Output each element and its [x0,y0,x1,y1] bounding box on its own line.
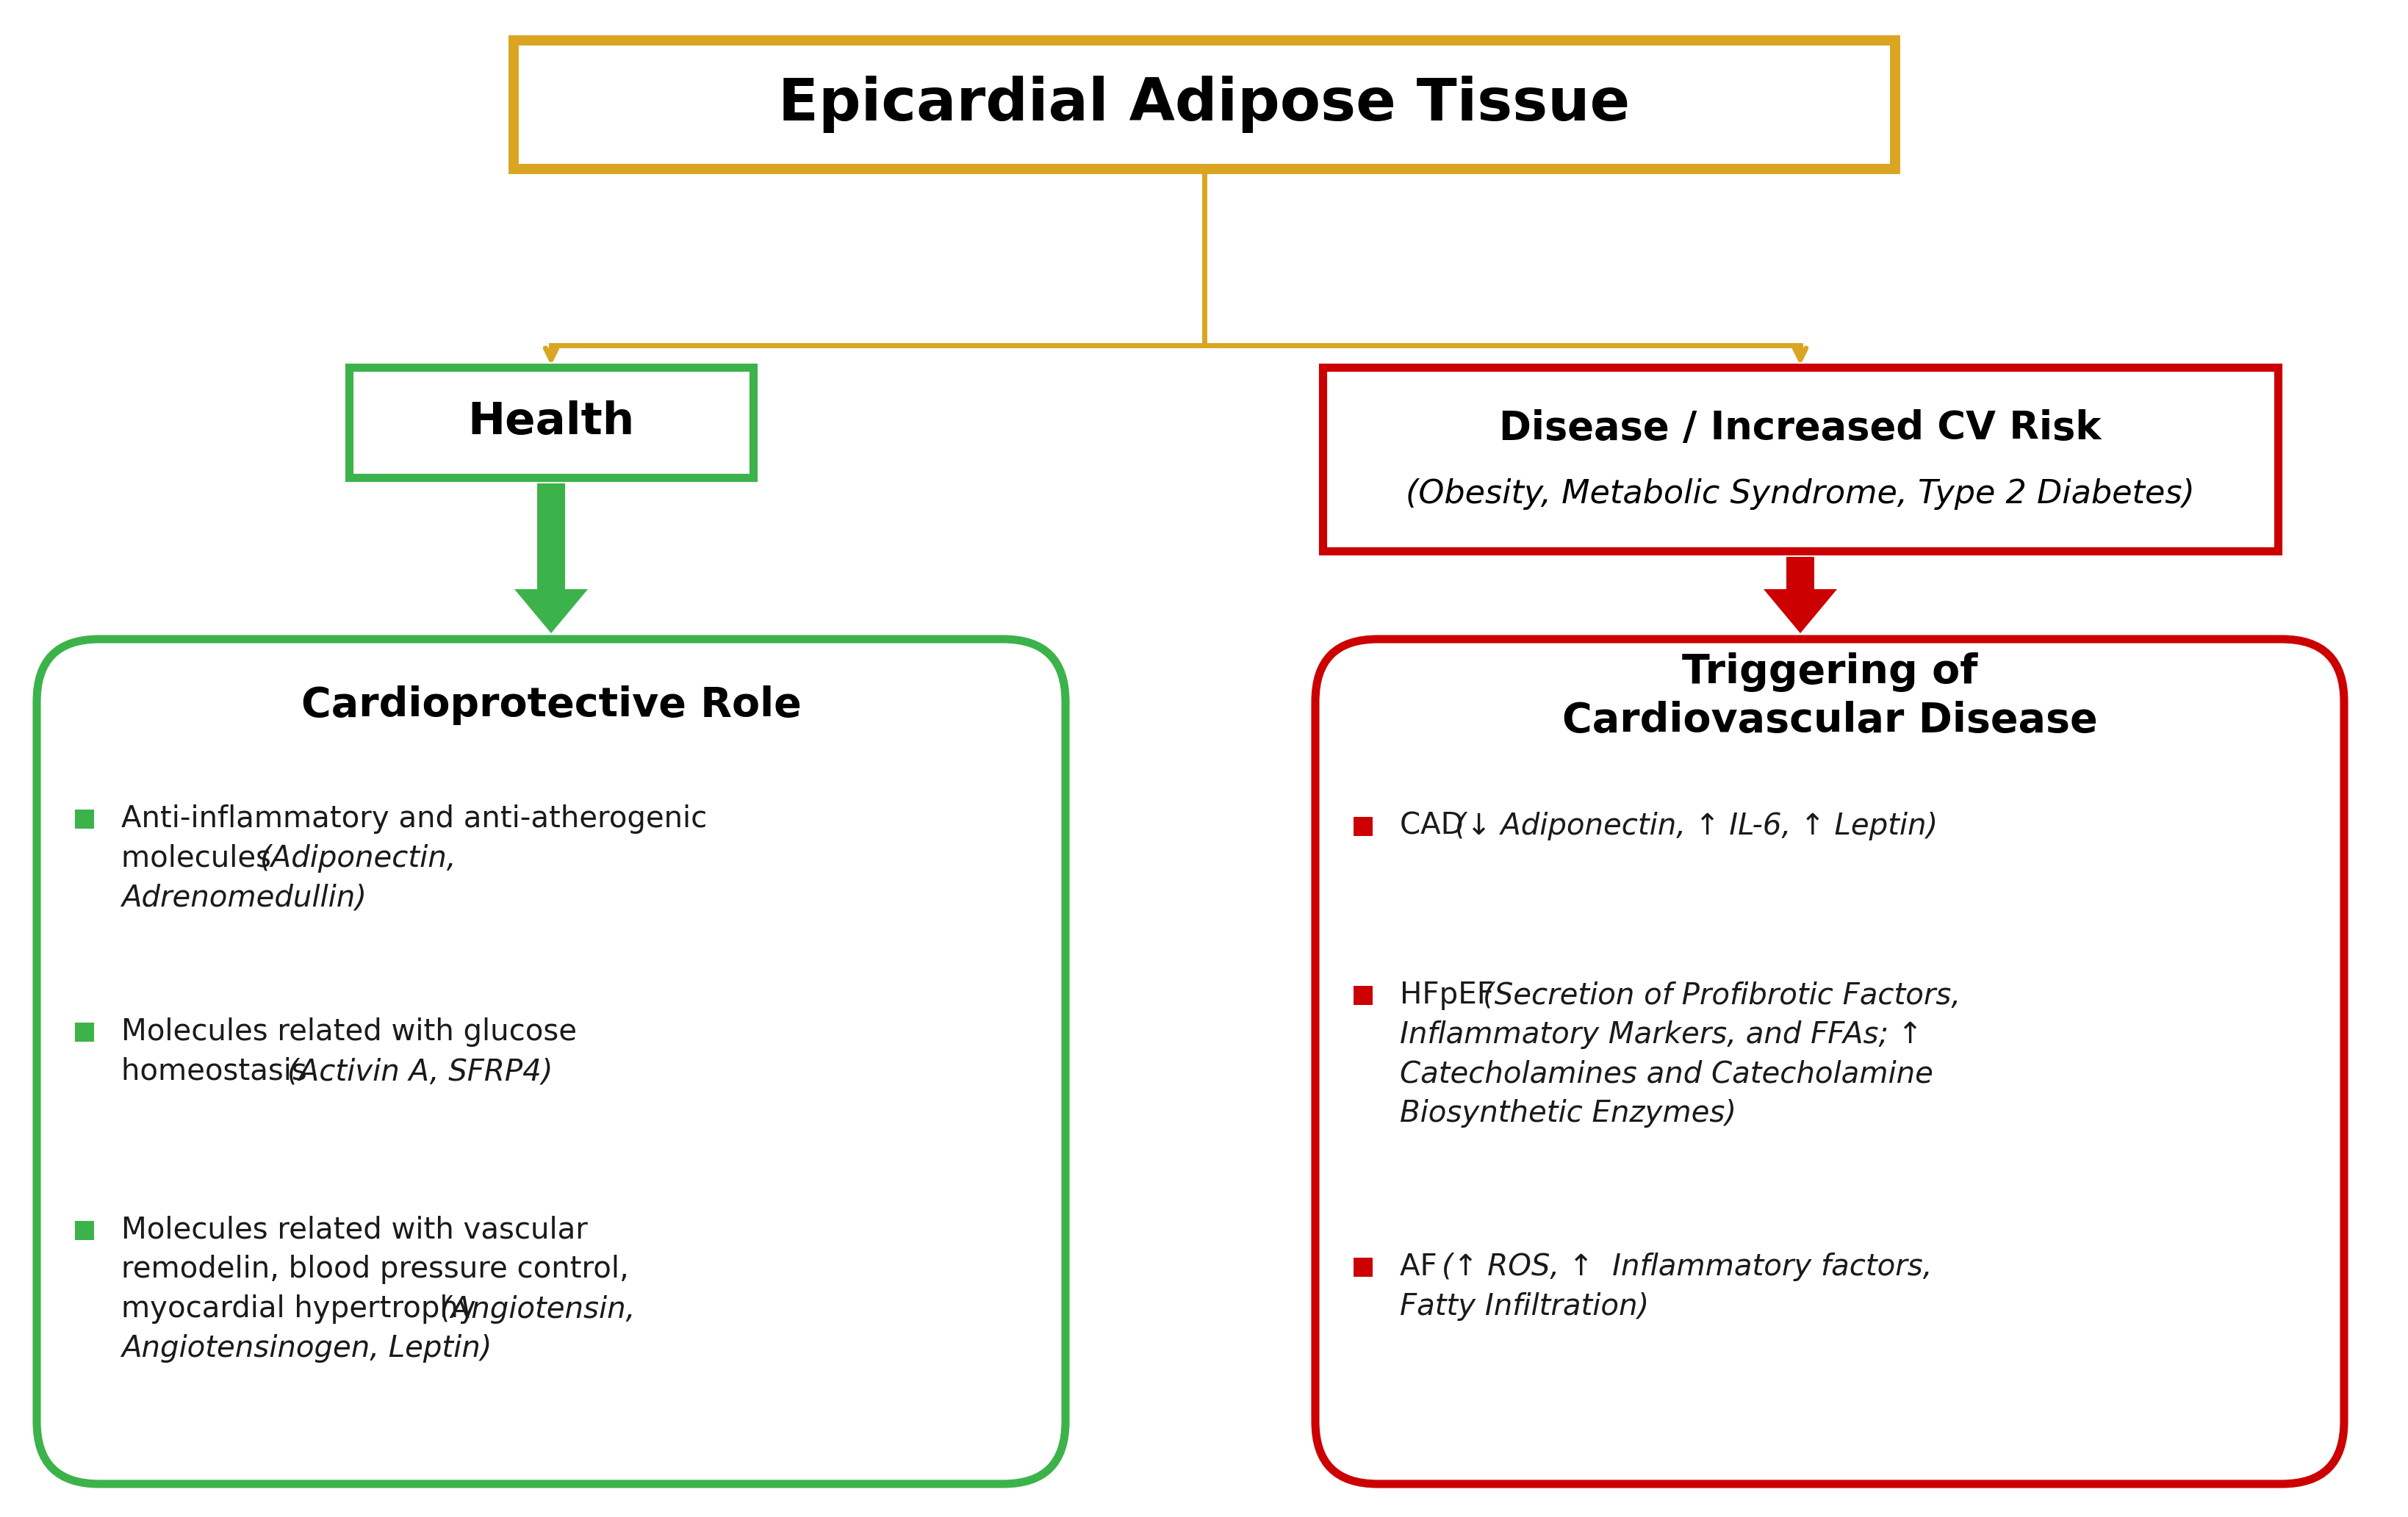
Text: Epicardial Adipose Tissue: Epicardial Adipose Tissue [778,76,1630,133]
Text: (↑ ROS, ↑  Inflammatory factors,: (↑ ROS, ↑ Inflammatory factors, [1442,1253,1931,1282]
FancyBboxPatch shape [1353,1258,1373,1277]
FancyBboxPatch shape [1315,639,2343,1484]
Text: myocardial hypertrophy: myocardial hypertrophy [120,1294,486,1324]
FancyBboxPatch shape [75,810,94,828]
FancyBboxPatch shape [75,1221,94,1239]
Text: Anti-inflammatory and anti-atherogenic: Anti-inflammatory and anti-atherogenic [120,804,708,834]
Text: remodelin, blood pressure control,: remodelin, blood pressure control, [120,1255,628,1285]
FancyBboxPatch shape [75,1022,94,1042]
Text: Biosynthetic Enzymes): Biosynthetic Enzymes) [1399,1098,1736,1127]
Text: Molecules related with vascular: Molecules related with vascular [120,1215,588,1245]
Text: AF: AF [1399,1253,1447,1282]
FancyBboxPatch shape [36,639,1064,1484]
Text: (Obesity, Metabolic Syndrome, Type 2 Diabetes): (Obesity, Metabolic Syndrome, Type 2 Dia… [1406,478,2194,510]
Text: molecules: molecules [120,843,279,874]
Text: homeostasis: homeostasis [120,1057,315,1086]
Text: Triggering of
Cardiovascular Disease: Triggering of Cardiovascular Disease [1563,652,2097,740]
Text: CAD: CAD [1399,812,1474,840]
Text: Cardioprotective Role: Cardioprotective Role [301,686,802,725]
Text: Molecules related with glucose: Molecules related with glucose [120,1018,578,1047]
Text: Health: Health [467,400,636,444]
FancyBboxPatch shape [1353,986,1373,1004]
Polygon shape [537,484,566,589]
Text: (Adiponectin,: (Adiponectin, [260,843,458,872]
Text: Inflammatory Markers, and FFAs; ↑: Inflammatory Markers, and FFAs; ↑ [1399,1021,1922,1050]
FancyBboxPatch shape [1353,816,1373,836]
Text: (Activin A, SFRP4): (Activin A, SFRP4) [287,1057,554,1086]
Text: (Secretion of Profibrotic Factors,: (Secretion of Profibrotic Factors, [1483,981,1960,1010]
Text: Angiotensinogen, Leptin): Angiotensinogen, Leptin) [120,1333,491,1362]
FancyBboxPatch shape [513,41,1895,168]
Text: (Angiotensin,: (Angiotensin, [441,1296,636,1323]
Text: Disease / Increased CV Risk: Disease / Increased CV Risk [1500,410,2102,448]
Polygon shape [515,589,588,633]
Text: Catecholamines and Catecholamine: Catecholamines and Catecholamine [1399,1060,1934,1088]
Polygon shape [1787,557,1813,589]
Polygon shape [1763,589,1837,633]
FancyBboxPatch shape [1322,367,2278,551]
Text: HFpEF: HFpEF [1399,980,1503,1010]
FancyBboxPatch shape [349,367,754,478]
Text: Adrenomedullin): Adrenomedullin) [120,883,366,912]
Text: Fatty Infiltration): Fatty Infiltration) [1399,1292,1649,1321]
Text: (↓ Adiponectin, ↑ IL-6, ↑ Leptin): (↓ Adiponectin, ↑ IL-6, ↑ Leptin) [1454,812,1938,840]
